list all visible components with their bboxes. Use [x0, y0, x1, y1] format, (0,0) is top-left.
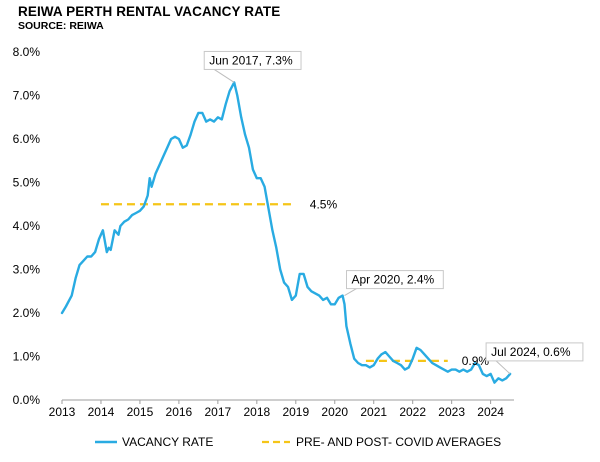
x-tick-label: 2017: [205, 405, 232, 419]
y-tick-label: 8.0%: [13, 45, 41, 59]
average-label: 4.5%: [310, 197, 338, 211]
legend-label-average: PRE- AND POST- COVID AVERAGES: [296, 435, 501, 449]
plot-area: [60, 81, 512, 384]
callout-leader: [213, 69, 235, 83]
x-tick-label: 2022: [399, 405, 426, 419]
callout-box: [203, 50, 302, 70]
axes: 0.0% 1.0% 2.0% 3.0% 4.0% 5.0% 6.0% 7.0% 8.0% 2013…: [13, 45, 514, 419]
callout-box: [346, 270, 444, 290]
callout-label: Jul 2024, 0.6%: [491, 345, 571, 359]
callout-label: Jun 2017, 7.3%: [209, 53, 293, 67]
x-tick-label: 2018: [243, 405, 270, 419]
chart-title: REIWA PERTH RENTAL VACANCY RATE: [18, 4, 281, 19]
y-tick-label: 1.0%: [13, 350, 41, 364]
y-tick-label: 3.0%: [13, 263, 41, 277]
y-tick-label: 6.0%: [13, 132, 41, 146]
average-label: 0.9%: [462, 354, 490, 368]
x-tick-label: 2023: [438, 405, 465, 419]
y-tick-label: 0.0%: [13, 393, 41, 407]
annotations: Jun 2017, 7.3% 4.5% Apr 2020, 2.4% 0.9%Jul …: [203, 50, 584, 375]
callout-label: Apr 2020, 2.4%: [352, 273, 435, 287]
x-tick-label: 2014: [88, 405, 115, 419]
x-tick-label: 2019: [282, 405, 309, 419]
chart-subtitle: SOURCE: REIWA: [18, 20, 104, 32]
y-tick-label: 2.0%: [13, 306, 41, 320]
x-tick-label: 2016: [166, 405, 193, 419]
y-tick-label: 5.0%: [13, 176, 41, 190]
callout-box: [485, 342, 584, 362]
callout-leader: [495, 360, 511, 375]
x-tick-label: 2013: [49, 405, 76, 419]
x-tick-label: 2015: [127, 405, 154, 419]
callout-leader: [344, 288, 357, 297]
x-tick-label: 2021: [360, 405, 387, 419]
vacancy-rate-line: [60, 81, 512, 384]
y-tick-label: 4.0%: [13, 219, 41, 233]
x-tick-label: 2020: [321, 405, 348, 419]
y-tick-label: 7.0%: [13, 89, 41, 103]
legend-label-vacancy: VACANCY RATE: [122, 435, 213, 449]
x-tick-label: 2024: [477, 405, 504, 419]
legend: VACANCY RATE PRE- AND POST- COVID AVERAGE…: [95, 435, 501, 449]
